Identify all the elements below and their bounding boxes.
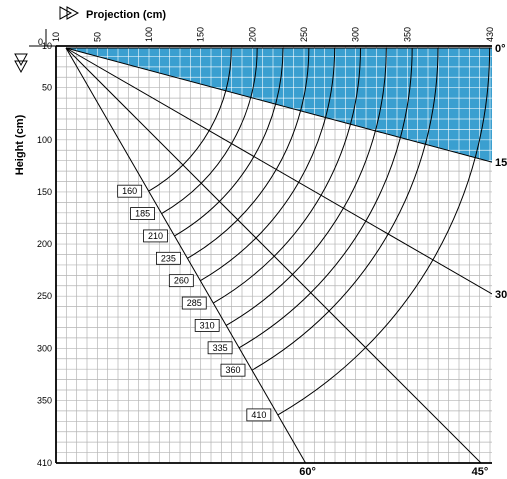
radius-label-text: 210 [148,231,163,241]
radius-label-text: 185 [135,209,150,219]
radius-label-285: 285 [181,296,207,310]
y-axis-title-text: Height (cm) [14,114,26,175]
x-axis-title: Projection (cm) [59,6,166,21]
y-tick-label-250: 250 [37,291,52,301]
radius-label-box [181,296,207,310]
radius-label-335: 335 [207,341,233,355]
radius-label-185: 185 [130,207,155,220]
height-arrow-icon [14,53,28,74]
y-tick-label-150: 150 [37,187,52,197]
x-tick-labels: 10 50 100 150 200 250 300 350 430 [51,27,495,42]
x-tick-label-200: 200 [247,27,257,42]
angle-label-0: 0° [495,43,506,55]
radius-label-box [246,408,272,422]
angle-lines [65,47,492,463]
x-tick-label-300: 300 [351,27,361,42]
radius-label-text: 335 [213,343,228,353]
angle-label-45: 45° [472,466,489,478]
radius-label-text: 160 [122,186,137,196]
angle-line-15 [65,47,492,163]
radius-label-260: 260 [168,274,194,288]
x-tick-label-350: 350 [402,27,412,42]
radius-label-text: 410 [251,410,266,420]
radius-label-box [117,184,143,198]
radius-label-box [194,319,220,332]
angle-line-30 [65,47,492,295]
axes [29,29,492,464]
y-tick-label-50: 50 [42,83,52,93]
y-origin-label: 0 [38,37,43,47]
y-tick-label-10: 10 [42,41,52,51]
radius-labels: 160 185 210 235 260 285 310 335 360 410 [117,184,272,422]
angle-label-30: 30° [495,289,507,301]
radius-label-box [156,251,181,265]
y-axis-title: Height (cm) [14,53,28,175]
radius-label-box [220,363,246,377]
y-tick-label-100: 100 [37,135,52,145]
radius-label-box [168,274,194,288]
radius-label-text: 285 [187,298,202,308]
radius-label-box [207,341,233,355]
projection-arrow-icon [59,6,80,20]
x-tick-label-150: 150 [196,27,206,42]
radius-label-160: 160 [117,184,143,198]
radius-label-box [130,207,155,220]
radius-label-text: 260 [174,276,189,286]
y-tick-label-410: 410 [37,458,52,468]
angle-line-60 [65,47,307,463]
radius-label-310: 310 [194,319,220,332]
x-tick-label-250: 250 [299,27,309,42]
x-axis-title-text: Projection (cm) [86,9,166,21]
radius-label-235: 235 [156,251,181,265]
radius-label-text: 360 [225,365,240,375]
radius-label-360: 360 [220,363,246,377]
angle-label-15: 15° [495,157,507,169]
radius-label-text: 235 [161,253,176,263]
y-tick-label-200: 200 [37,239,52,249]
angle-labels: 0° 15° 30° 45° 60° [299,43,507,478]
y-tick-labels: 10 50 100 150 200 250 300 350 410 [37,41,52,468]
radius-label-text: 310 [200,320,215,330]
radius-label-box [143,229,168,243]
radius-label-210: 210 [143,229,168,243]
angle-line-45 [65,47,482,463]
radius-label-410: 410 [246,408,272,422]
angle-label-60: 60° [299,466,316,478]
x-tick-label-100: 100 [144,27,154,42]
y-tick-label-350: 350 [37,395,52,405]
x-tick-label-430: 430 [485,27,495,42]
y-tick-label-300: 300 [37,343,52,353]
x-tick-label-50: 50 [92,32,102,42]
x-tick-label-10: 10 [51,32,61,42]
